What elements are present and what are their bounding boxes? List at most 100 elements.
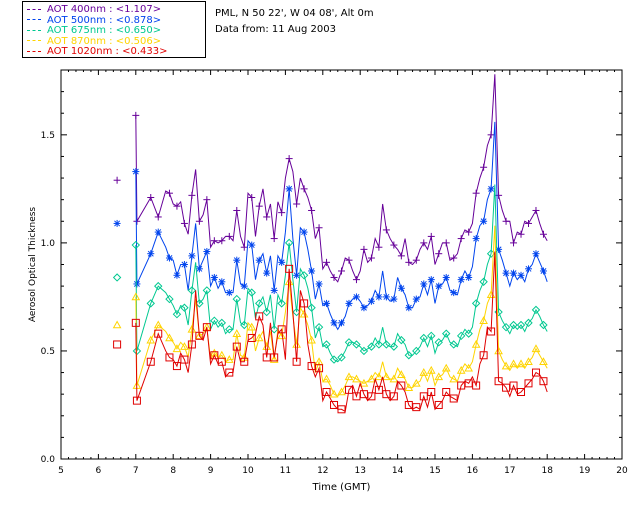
data-point [441,363,451,372]
data-point [427,388,436,397]
asterisk-arm [405,304,412,311]
diamond-marker [427,331,436,341]
triangle-marker [153,320,163,329]
square-marker [374,385,383,394]
data-point [217,357,226,366]
asterisk-arm [114,220,121,227]
diamond-marker [277,299,286,308]
diamond-marker [154,281,163,291]
diamond-marker [299,271,309,280]
data-point [509,381,518,390]
diamond-marker [509,320,518,330]
asterisk-arm [211,274,218,281]
data-point [269,325,279,334]
square-marker [397,381,406,390]
diamond-marker [322,340,331,349]
asterisk-arm [196,265,203,272]
y-tick-label: 1.5 [41,131,55,141]
data-point [180,261,188,268]
data-point [146,357,155,366]
data-point [374,340,384,349]
data-point [146,335,156,344]
data-point [172,344,182,353]
triangle-marker [352,374,361,383]
diamond-marker [232,294,241,304]
plot-frame [60,69,623,460]
data-point [147,194,155,202]
triangle-marker [146,335,156,344]
diamond-marker [456,331,466,341]
diamond-marker [464,329,473,338]
diamond-marker [255,299,264,308]
data-point [359,378,369,387]
square-marker [472,381,481,390]
data-point [367,254,375,262]
data-point [479,351,488,360]
data-point [217,318,227,328]
square-marker [146,357,155,366]
x-tick-label: 12 [317,466,328,476]
data-point [247,322,257,331]
asterisk-arm [256,257,263,264]
data-point [269,355,279,363]
legend-swatch [27,19,41,20]
data-point [524,379,533,388]
diamond-marker [344,338,354,347]
data-point [248,241,256,249]
diamond-marker [501,322,511,332]
data-point [531,368,540,377]
data-point [352,293,360,301]
data-point [465,228,473,236]
data-point [396,370,406,379]
data-point [210,316,219,325]
data-point [308,267,316,275]
diamond-marker [539,320,548,330]
data-point [165,294,174,304]
data-point [411,378,421,387]
data-point [187,340,196,349]
data-point [435,250,443,258]
data-point [113,219,121,227]
data-point [450,289,458,297]
square-marker [517,388,526,397]
data-point [502,217,510,225]
data-point [165,333,174,342]
data-point [322,388,331,397]
triangle-marker [471,339,481,348]
square-marker [285,264,294,273]
asterisk-arm [226,289,233,296]
data-point [225,289,233,297]
triangle-marker [434,372,444,381]
square-marker [217,357,226,366]
triangle-marker [359,378,369,387]
square-marker [442,388,451,397]
asterisk-arm [458,276,465,283]
asterisk-arm [480,218,487,225]
square-marker [113,340,122,349]
data-point [322,374,331,383]
data-point [517,271,525,279]
triangle-marker [539,357,548,366]
data-point [389,374,399,383]
data-point [456,331,466,341]
triangle-marker [322,374,331,383]
triangle-marker [509,359,518,368]
header-info: PML, N 50 22', W 04 08', Alt 0m Data fro… [215,6,374,38]
data-point [292,357,301,366]
series-0 [113,74,548,284]
triangle-marker [284,277,294,286]
data-point [225,368,234,377]
triangle-marker [389,374,399,383]
square-marker [277,325,286,334]
diamond-marker [337,353,346,362]
data-point [412,403,421,412]
data-point [420,239,428,247]
square-marker [487,327,496,336]
data-point [404,351,414,360]
data-point [240,320,249,330]
asterisk-arm [278,259,285,266]
asterisk-arm [435,283,442,290]
asterisk-arm [420,280,427,287]
asterisk-arm [533,250,539,257]
data-point [188,252,196,260]
